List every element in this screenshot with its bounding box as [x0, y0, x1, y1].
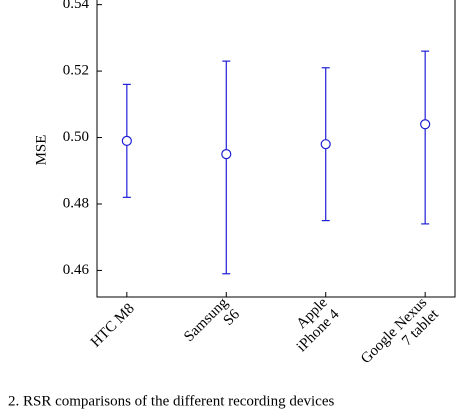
plot-frame — [96, 0, 456, 298]
y-tick-label: 0.46 — [63, 262, 90, 278]
x-tick-label: HTC M8 — [88, 301, 138, 351]
x-tick-label: SamsungS6 — [181, 295, 243, 357]
mean-marker — [420, 119, 431, 130]
x-tick-label: Google Nexus7 tablet — [358, 295, 443, 380]
mean-marker — [320, 139, 331, 150]
x-tick-label: AppleiPhone 4 — [282, 295, 343, 356]
y-tick-label: 0.54 — [63, 0, 90, 12]
y-tick-label: 0.50 — [63, 129, 89, 145]
mean-marker — [121, 135, 132, 146]
caption: 2. RSR comparisons of the different reco… — [8, 393, 334, 409]
y-axis-label: MSE — [33, 135, 49, 166]
mean-marker — [221, 149, 232, 160]
y-tick-label: 0.52 — [63, 63, 89, 79]
y-tick-label: 0.48 — [63, 195, 89, 211]
